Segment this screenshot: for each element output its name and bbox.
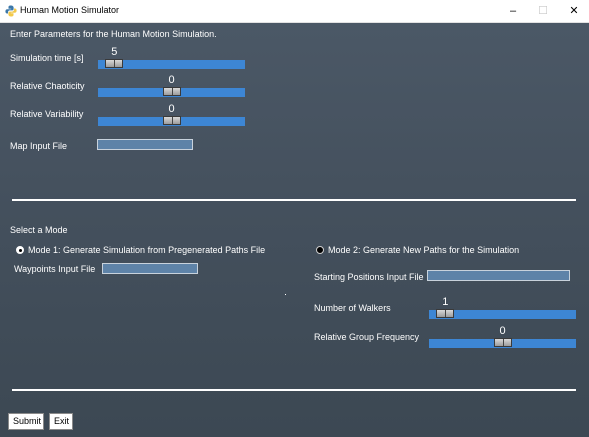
mode2-radio[interactable] [316, 246, 324, 254]
stray-dot [285, 294, 286, 295]
number-of-walkers-slider[interactable]: 1 [429, 296, 576, 319]
separator-bottom [12, 389, 576, 391]
close-button[interactable]: ✕ [569, 5, 579, 17]
exit-button[interactable]: Exit [49, 413, 73, 430]
client-area: Enter Parameters for the Human Motion Si… [0, 23, 589, 437]
title-bar: Human Motion Simulator – ☐ ✕ [0, 0, 589, 23]
relative-group-frequency-thumb[interactable] [493, 338, 512, 347]
relative-variability-value: 0 [168, 103, 175, 115]
submit-button[interactable]: Submit [8, 413, 44, 430]
python-app-icon [5, 5, 17, 17]
relative-group-frequency-value: 0 [499, 325, 506, 337]
relative-chaoticity-value: 0 [168, 74, 175, 86]
relative-variability-thumb[interactable] [162, 116, 181, 125]
minimize-button[interactable]: – [509, 5, 517, 17]
number-of-walkers-label: Number of Walkers [314, 303, 391, 313]
simulation-time-thumb[interactable] [105, 59, 124, 68]
intro-text: Enter Parameters for the Human Motion Si… [10, 29, 217, 39]
simulation-time-label: Simulation time [s] [10, 53, 84, 63]
relative-chaoticity-thumb[interactable] [162, 87, 181, 96]
relative-chaoticity-label: Relative Chaoticity [10, 81, 85, 91]
window-title: Human Motion Simulator [20, 5, 120, 15]
map-input-file-field[interactable] [97, 139, 193, 150]
relative-chaoticity-slider[interactable]: 0 [98, 74, 245, 97]
select-mode-heading: Select a Mode [10, 225, 68, 235]
mode1-label[interactable]: Mode 1: Generate Simulation from Pregene… [28, 245, 266, 255]
map-input-file-label: Map Input File [10, 141, 68, 151]
waypoints-input-file-label: Waypoints Input File [14, 264, 96, 274]
relative-variability-label: Relative Variability [10, 109, 84, 119]
relative-group-frequency-label: Relative Group Frequency [314, 332, 420, 342]
maximize-button[interactable]: ☐ [538, 5, 548, 17]
relative-group-frequency-slider[interactable]: 0 [429, 325, 576, 348]
mode1-radio[interactable] [16, 246, 24, 254]
simulation-time-value: 5 [111, 46, 118, 58]
starting-positions-input-file-label: Starting Positions Input File [314, 272, 424, 282]
starting-positions-input-file-field[interactable] [427, 270, 570, 281]
number-of-walkers-value: 1 [442, 296, 449, 308]
simulation-time-slider[interactable]: 5 [98, 46, 245, 69]
number-of-walkers-thumb[interactable] [436, 309, 455, 318]
waypoints-input-file-field[interactable] [102, 263, 198, 274]
separator-top [12, 199, 576, 201]
relative-variability-slider[interactable]: 0 [98, 103, 245, 126]
mode2-label[interactable]: Mode 2: Generate New Paths for the Simul… [328, 245, 520, 255]
